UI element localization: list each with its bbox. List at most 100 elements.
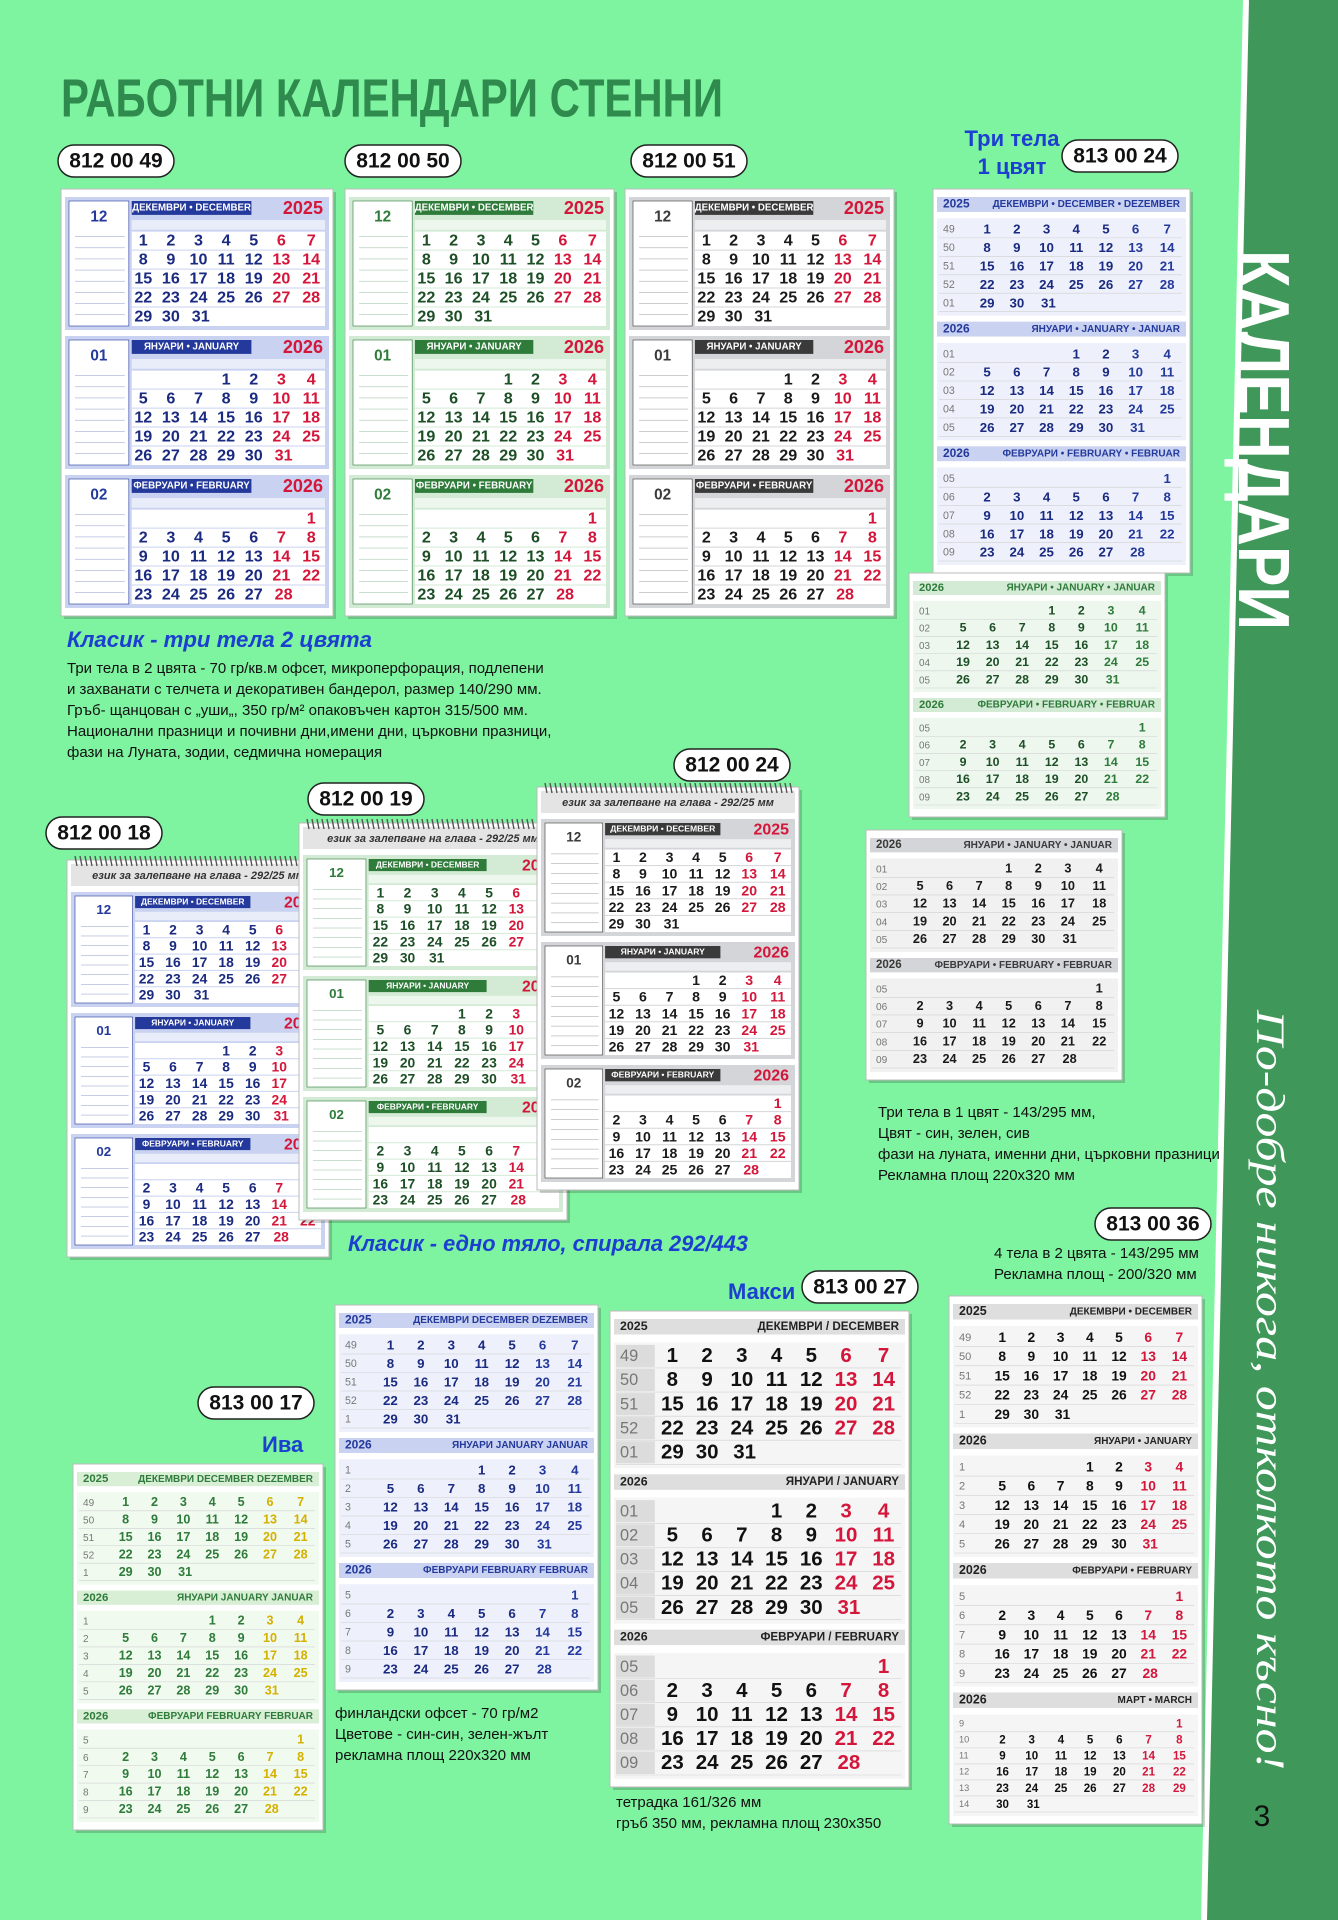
day-number: 20	[400, 1054, 419, 1070]
calendar-row: 16 17 18 19 20 21 22	[417, 567, 601, 585]
product-note: Цветове - син-син, зелен-жълт	[335, 1726, 548, 1743]
day-number: 16	[996, 1767, 1012, 1779]
week-number: 7	[345, 1626, 354, 1638]
day-number: 3	[666, 849, 678, 865]
calendar-row: 06 2 3 4 5 6 7 8	[876, 998, 1103, 1013]
calendar-row: 1	[774, 1095, 782, 1111]
day-number: 5	[1102, 221, 1113, 236]
day-number: 28	[1063, 1051, 1077, 1066]
day-number: 23	[715, 1022, 735, 1038]
day-number: 10	[662, 865, 682, 881]
day-number: 28	[302, 289, 320, 307]
day-number: 5	[387, 1481, 398, 1496]
day-number: 4	[222, 921, 234, 937]
calendar-row: 5 26 27 28 29 30 31	[959, 1535, 1158, 1551]
day-number: 5	[222, 1179, 234, 1195]
weekday-strip	[135, 911, 321, 921]
day-number: 17	[1025, 1767, 1041, 1779]
day-number: 13	[165, 1075, 184, 1091]
day-number: 19	[1069, 526, 1087, 541]
spiral-coil	[579, 782, 583, 794]
month-bar	[913, 698, 1161, 713]
day-number: 29	[474, 1536, 493, 1551]
day-number: 18	[474, 1374, 493, 1389]
day-number: 28	[567, 1393, 582, 1408]
day-number: 11	[568, 1481, 583, 1496]
day-number: 7	[588, 232, 597, 250]
day-number: 12	[1002, 1016, 1020, 1031]
day-number: 9	[1035, 878, 1046, 893]
day-number: 27	[535, 1393, 554, 1408]
calendar-row: 5 6 7 8 9 10 11	[376, 1021, 553, 1037]
product-code: 813 00 24	[1073, 145, 1167, 168]
day-number: 10	[1104, 621, 1121, 635]
month-year: 2026	[620, 1630, 648, 1644]
day-number: 23	[445, 289, 467, 307]
spiral-coil	[649, 782, 653, 794]
day-number: 9	[960, 755, 970, 769]
day-number: 22	[779, 428, 801, 446]
day-number: 18	[1082, 1367, 1101, 1383]
day-number: 14	[272, 548, 294, 566]
day-number: 5	[422, 390, 435, 408]
day-number: 18	[779, 270, 801, 288]
day-number: 3	[449, 529, 462, 547]
spiral-coil	[664, 782, 668, 794]
month-number: 01	[654, 348, 671, 365]
spiral-strip	[303, 827, 563, 849]
day-number: 3	[745, 972, 757, 988]
day-number: 21	[972, 914, 990, 929]
day-number: 16	[635, 882, 655, 898]
week-number: 2	[959, 1481, 968, 1493]
month-year: 2026	[83, 1592, 108, 1604]
calendar-row: 8 16 17 18 19 20 21 22	[959, 1645, 1187, 1661]
day-number: 23	[400, 933, 419, 949]
code-pill	[1094, 1207, 1212, 1241]
day-number: 21	[567, 1374, 582, 1389]
day-number: 17	[1104, 638, 1121, 652]
day-number: 31	[743, 1038, 759, 1054]
day-number: 12	[715, 865, 735, 881]
spiral-coil	[269, 855, 273, 867]
day-number: 24	[752, 289, 774, 307]
day-number: 27	[245, 586, 267, 604]
day-grid	[131, 231, 325, 326]
day-number: 7	[1019, 621, 1029, 635]
week-number: 05	[943, 473, 958, 485]
day-number: 13	[1031, 1016, 1049, 1031]
day-number: 13	[1113, 1751, 1129, 1763]
week-number: 04	[620, 1575, 643, 1593]
day-number: 5	[719, 849, 731, 865]
spiral-coil	[774, 782, 778, 794]
day-number: 8	[209, 1631, 219, 1645]
calendar-row: 1 2 3 4 5 6 7	[139, 232, 316, 250]
spiral-coil	[224, 855, 228, 867]
calendar-row: 1 2 3 4	[504, 371, 597, 389]
day-number: 12	[1084, 1751, 1100, 1763]
day-number: 9	[999, 1751, 1009, 1763]
day-number: 7	[539, 1606, 550, 1621]
day-number: 24	[427, 933, 446, 949]
day-number: 13	[1099, 507, 1117, 522]
spiral-coil	[784, 782, 788, 794]
day-number: 21	[509, 1175, 528, 1191]
day-number: 27	[165, 1107, 184, 1123]
day-number: 20	[272, 954, 291, 970]
day-number: 8	[1139, 738, 1146, 752]
day-number: 26	[715, 899, 735, 915]
day-number: 5	[983, 364, 994, 379]
day-number: 27	[505, 1661, 524, 1676]
day-number: 6	[811, 529, 824, 547]
day-number: 9	[238, 1631, 248, 1645]
calendar-row: 6 2 3 4 5 6 7 8	[345, 1606, 578, 1621]
day-number: 20	[986, 655, 1003, 669]
week-number: 1	[959, 1461, 968, 1473]
week-number: 04	[943, 403, 958, 415]
day-number: 2	[139, 529, 152, 547]
spiral-coil	[154, 855, 158, 867]
week-number: 01	[876, 864, 890, 875]
day-number: 27	[1099, 544, 1117, 559]
day-number: 19	[1082, 1645, 1101, 1661]
day-number: 31	[733, 1441, 756, 1464]
day-number: 11	[219, 937, 238, 953]
